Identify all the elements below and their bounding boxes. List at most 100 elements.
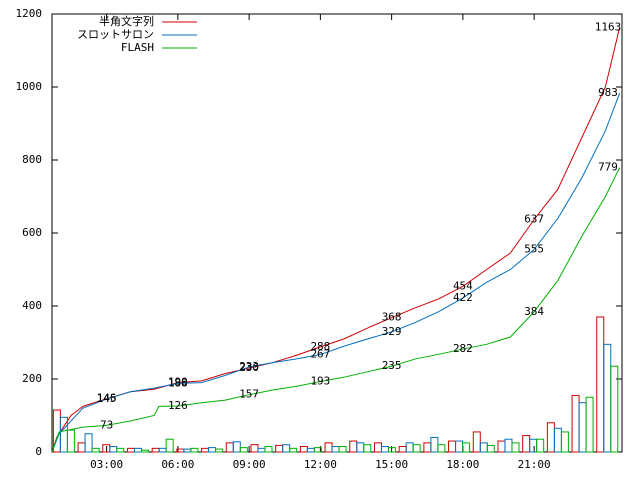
bar xyxy=(585,396,594,453)
bar xyxy=(126,447,135,453)
bar xyxy=(529,438,538,453)
bar xyxy=(299,446,308,453)
data-label: 384 xyxy=(524,305,544,318)
x-tick-label: 12:00 xyxy=(304,458,337,471)
bar xyxy=(264,446,273,453)
bar xyxy=(201,447,210,453)
data-label: 779 xyxy=(598,161,618,174)
data-label: 637 xyxy=(524,212,544,225)
bar xyxy=(546,422,555,453)
bar xyxy=(448,440,457,453)
bar xyxy=(165,438,174,453)
legend-label: FLASH xyxy=(121,41,154,54)
y-tick-label: 600 xyxy=(22,226,42,239)
bar xyxy=(405,442,414,453)
bar xyxy=(306,447,315,453)
bar xyxy=(455,440,464,453)
bar xyxy=(356,442,365,453)
series-line xyxy=(51,167,621,453)
plot-frame xyxy=(51,13,623,453)
bar xyxy=(140,449,149,453)
bar xyxy=(610,365,619,453)
bar xyxy=(282,444,291,453)
x-tick-label: 15:00 xyxy=(375,458,408,471)
bar xyxy=(331,446,340,453)
bar xyxy=(472,431,481,453)
bar xyxy=(208,447,217,453)
data-label: 233 xyxy=(239,360,259,373)
legend-label: スロットサロン xyxy=(77,28,154,41)
data-label: 454 xyxy=(453,279,473,292)
bar xyxy=(373,442,382,453)
bar xyxy=(257,447,266,453)
x-tick-label: 03:00 xyxy=(90,458,123,471)
bar xyxy=(380,446,389,453)
bar xyxy=(363,444,372,453)
bar xyxy=(338,446,347,453)
bar xyxy=(66,429,75,453)
bar xyxy=(560,431,569,453)
bar xyxy=(77,442,86,453)
y-tick-label: 400 xyxy=(22,299,42,312)
y-tick-label: 1200 xyxy=(16,7,43,20)
bar xyxy=(571,394,580,453)
bar xyxy=(239,447,248,453)
bar xyxy=(437,444,446,453)
data-label: 190 xyxy=(168,376,188,389)
data-label: 230 xyxy=(239,361,259,374)
bar xyxy=(225,442,234,453)
bar xyxy=(387,447,396,453)
data-label: 555 xyxy=(524,242,544,255)
bar xyxy=(133,447,142,453)
bar xyxy=(578,402,587,453)
bar xyxy=(151,447,160,453)
data-label: 1163 xyxy=(595,21,622,34)
bar xyxy=(190,447,199,453)
x-tick-label: 06:00 xyxy=(161,458,194,471)
y-tick-label: 0 xyxy=(35,445,42,458)
data-label: 368 xyxy=(382,311,402,324)
bar xyxy=(324,442,333,453)
bar xyxy=(275,444,284,453)
series-line xyxy=(51,27,621,453)
bar xyxy=(232,441,241,453)
bar xyxy=(522,435,531,453)
series-line xyxy=(51,93,621,453)
bar xyxy=(553,427,562,453)
data-label: 157 xyxy=(239,388,259,401)
bar xyxy=(596,316,605,453)
bar xyxy=(511,442,520,453)
data-label: 288 xyxy=(310,340,330,353)
data-label: 188 xyxy=(168,376,188,389)
y-tick-label: 200 xyxy=(22,372,42,385)
bar xyxy=(349,440,358,453)
x-tick-label: 18:00 xyxy=(446,458,479,471)
bar xyxy=(504,438,513,453)
y-tick-label: 1000 xyxy=(16,80,43,93)
bar xyxy=(412,444,421,453)
bar xyxy=(289,447,298,453)
bar xyxy=(462,442,471,453)
data-label: 193 xyxy=(310,375,330,388)
bar xyxy=(430,436,439,453)
bar xyxy=(84,433,93,453)
data-label: 73 xyxy=(100,418,113,431)
data-label: 329 xyxy=(382,325,402,338)
data-label: 282 xyxy=(453,342,473,355)
x-tick-label: 09:00 xyxy=(233,458,266,471)
bar xyxy=(109,446,118,453)
data-label: 235 xyxy=(382,359,402,372)
data-label: 267 xyxy=(310,348,330,361)
bar xyxy=(536,438,545,453)
bar xyxy=(497,440,506,453)
data-label: 983 xyxy=(598,86,618,99)
data-label: 422 xyxy=(453,291,473,304)
bar xyxy=(250,444,259,453)
bar xyxy=(91,447,100,453)
bar xyxy=(603,343,612,453)
bar xyxy=(313,447,322,453)
bar xyxy=(479,442,488,453)
bar xyxy=(398,446,407,453)
bar xyxy=(183,448,192,453)
